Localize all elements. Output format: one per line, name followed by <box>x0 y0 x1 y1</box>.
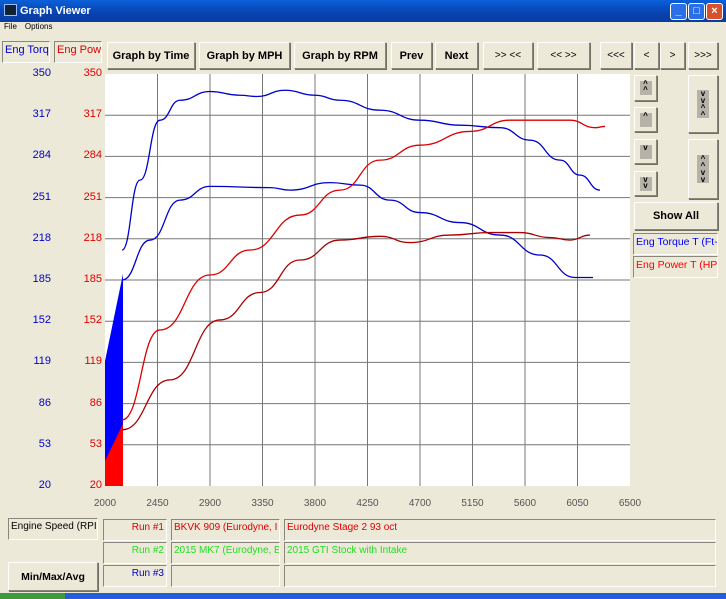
expand-vertical-button[interactable]: v v ^ ^ <box>688 75 718 133</box>
x-tick-label: 3350 <box>251 498 274 509</box>
zoom-in-button[interactable]: >> << <box>483 42 533 69</box>
x-tick-label: 4700 <box>408 498 432 509</box>
scroll-forward-button[interactable]: > <box>660 42 685 69</box>
legend-torque[interactable]: Eng Torque T (Ft-l <box>633 233 718 255</box>
scroll-first-button[interactable]: <<< <box>600 42 632 69</box>
app-icon <box>4 4 17 16</box>
next-button[interactable]: Next <box>435 42 478 69</box>
compress-icon: ^ ^ v v <box>697 155 709 184</box>
torque-tick-label: 218 <box>32 231 51 244</box>
power-tick-label: 152 <box>83 314 102 327</box>
legend-power[interactable]: Eng Power T (HP) <box>633 256 718 278</box>
window-title: Graph Viewer <box>20 5 91 17</box>
run-1-power-line <box>121 119 606 421</box>
x-tick-label: 6500 <box>618 498 642 509</box>
menu-file[interactable]: File <box>4 22 17 31</box>
graph-plot-area[interactable] <box>105 74 630 486</box>
power-tick-label: 185 <box>83 273 102 285</box>
scroll-down-button[interactable]: v <box>634 139 657 164</box>
title-bar: Graph Viewer _ □ × <box>0 0 726 22</box>
x-channel-select[interactable]: Engine Speed (RPI <box>8 518 98 540</box>
power-axis-label[interactable]: Eng Powe <box>54 41 102 63</box>
run-label: Run #1 <box>103 519 167 541</box>
start-button[interactable] <box>0 593 65 599</box>
show-all-button[interactable]: Show All <box>634 202 718 230</box>
run-name[interactable]: BKVK 909 (Eurodyne, I <box>171 519 280 541</box>
run-description[interactable]: Eurodyne Stage 2 93 oct <box>284 519 716 541</box>
zoom-out-button[interactable]: << >> <box>537 42 590 69</box>
close-button[interactable]: × <box>706 3 723 20</box>
power-start-fill <box>105 423 123 486</box>
x-tick-label: 3800 <box>303 498 327 509</box>
torque-tick-label: 20 <box>38 479 51 491</box>
x-tick-label: 4250 <box>356 498 379 509</box>
graph-by-rpm-button[interactable]: Graph by RPM <box>294 42 386 69</box>
power-tick-label: 251 <box>83 190 102 203</box>
chevron-down-icon: v <box>639 143 652 159</box>
x-tick-label: 5150 <box>461 498 484 509</box>
menu-options[interactable]: Options <box>24 22 53 31</box>
run-name[interactable] <box>171 565 280 587</box>
chevron-up-icon: ^ <box>639 111 652 127</box>
torque-tick-label: 284 <box>32 149 51 162</box>
x-tick-label: 2000 <box>93 498 117 509</box>
power-tick-label: 53 <box>89 437 102 450</box>
power-tick-label: 284 <box>83 149 102 162</box>
run-description[interactable] <box>284 565 716 587</box>
taskbar <box>0 593 726 599</box>
torque-tick-label: 185 <box>32 273 51 285</box>
run-description[interactable]: 2015 GTI Stock with Intake <box>284 542 716 564</box>
graph-by-mph-button[interactable]: Graph by MPH <box>199 42 290 69</box>
scroll-last-button[interactable]: >>> <box>688 42 718 69</box>
graph-by-time-button[interactable]: Graph by Time <box>107 42 195 69</box>
x-tick-label: 2450 <box>146 498 169 509</box>
scroll-up-fast-button[interactable]: ^ ^ <box>634 75 657 101</box>
x-tick-label: 5600 <box>513 498 537 509</box>
power-tick-label: 350 <box>83 67 102 79</box>
torque-axis-label[interactable]: Eng Torqu <box>2 41 50 63</box>
power-tick-label: 86 <box>89 396 102 409</box>
torque-tick-label: 317 <box>32 108 51 121</box>
run-2-torque-line <box>121 181 594 281</box>
run-label: Run #3 <box>103 565 167 587</box>
torque-tick-label: 53 <box>38 437 51 450</box>
power-tick-label: 20 <box>89 479 102 491</box>
power-tick-label: 119 <box>84 355 102 368</box>
menu-bar: File Options <box>0 22 726 36</box>
power-tick-label: 218 <box>83 231 102 244</box>
compress-vertical-button[interactable]: ^ ^ v v <box>688 139 718 199</box>
run-label: Run #2 <box>103 542 167 564</box>
expand-icon: v v ^ ^ <box>697 90 709 119</box>
power-tick-label: 317 <box>83 108 102 121</box>
x-tick-label: 2900 <box>198 498 222 509</box>
double-chevron-up-icon: ^ ^ <box>639 80 652 95</box>
torque-tick-label: 251 <box>32 190 51 203</box>
run-2-power-line <box>121 231 590 431</box>
scroll-back-button[interactable]: < <box>634 42 659 69</box>
scroll-up-button[interactable]: ^ <box>634 107 657 132</box>
x-tick-label: 6050 <box>566 498 589 509</box>
torque-tick-label: 350 <box>32 67 51 79</box>
min-max-avg-button[interactable]: Min/Max/Avg <box>8 562 98 591</box>
torque-tick-label: 152 <box>32 314 51 327</box>
minimize-button[interactable]: _ <box>670 3 687 20</box>
torque-tick-label: 86 <box>38 396 51 409</box>
run-name[interactable]: 2015 MK7 (Eurodyne, E <box>171 542 280 564</box>
maximize-button[interactable]: □ <box>688 3 705 20</box>
torque-tick-label: 119 <box>33 355 51 368</box>
prev-button[interactable]: Prev <box>391 42 432 69</box>
run-1-torque-line <box>121 89 601 251</box>
